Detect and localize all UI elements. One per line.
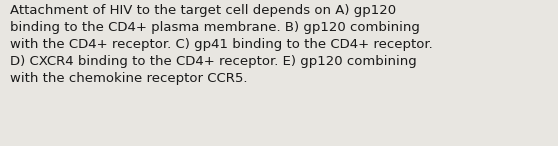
- Text: Attachment of HIV to the target cell depends on A) gp120
binding to the CD4+ pla: Attachment of HIV to the target cell dep…: [10, 4, 433, 85]
